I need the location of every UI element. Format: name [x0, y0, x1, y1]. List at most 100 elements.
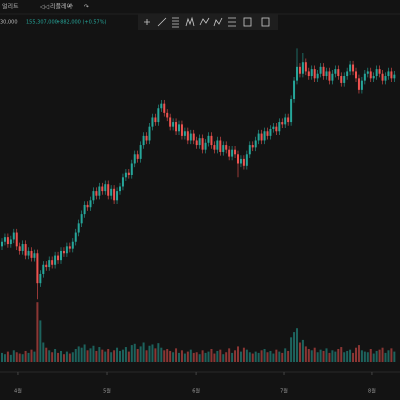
candle-body [298, 66, 301, 74]
candle-body [331, 73, 334, 81]
replay-icon[interactable]: ◁◁ [40, 4, 50, 11]
candle-body [378, 69, 381, 74]
volume-bar [12, 350, 15, 362]
volume-bar [296, 328, 298, 362]
x-tick-label: 4월 [14, 388, 22, 395]
candle-body [319, 66, 322, 74]
volume-bar [48, 350, 51, 362]
shape-tool[interactable] [243, 17, 252, 27]
volume-bar [378, 349, 381, 362]
volume-bar [219, 349, 222, 362]
candle-body [372, 76, 375, 79]
candle-body [266, 131, 269, 136]
candle-body [349, 64, 352, 72]
volume-bar [1, 352, 3, 362]
candle-body [307, 71, 310, 77]
line-tool[interactable] [157, 17, 167, 27]
volume-bar [183, 353, 186, 362]
volume-bar [328, 352, 331, 362]
redo[interactable]: ↷ [84, 4, 89, 11]
candle-body [127, 172, 130, 175]
candle-body [62, 250, 65, 254]
fib-tool[interactable] [172, 17, 179, 28]
replay-label[interactable]: 리플레이 [50, 3, 72, 11]
x-tick-label: 7월 [280, 388, 288, 395]
pattern-tool[interactable] [185, 16, 195, 27]
candle-body [366, 71, 369, 74]
volume-bar [45, 347, 48, 362]
candle-body [166, 112, 169, 118]
candle-body [45, 264, 48, 268]
candle-body [263, 131, 266, 141]
candle-body [340, 76, 343, 83]
candle-body [390, 71, 393, 79]
x-tick-label: 8월 [368, 388, 376, 395]
volume-bar [287, 350, 290, 362]
undo[interactable]: ↶ [68, 4, 73, 11]
candle-body [68, 246, 71, 249]
volume-bar [121, 349, 124, 362]
volume-bar [242, 347, 245, 362]
candle-body [54, 255, 57, 265]
volume-bar [160, 347, 163, 362]
volume-bar [263, 349, 266, 362]
candle-body [269, 128, 272, 136]
candle-body [237, 154, 239, 164]
candle-body [169, 117, 172, 127]
candle-body [154, 117, 157, 123]
candle-body [148, 126, 151, 141]
volume-bar [51, 352, 54, 362]
volume-bar [127, 351, 130, 362]
candle-body [213, 145, 216, 150]
candle-body [60, 250, 62, 261]
candle-body [313, 69, 316, 79]
text-tool[interactable] [228, 17, 236, 27]
volume-bar [343, 352, 346, 362]
candle-body [245, 154, 248, 166]
volume-bar [195, 352, 198, 362]
volume-bar [275, 349, 278, 362]
candle-body [310, 69, 313, 77]
volume-bar [198, 354, 201, 362]
volume-bar [352, 352, 355, 362]
candle-body [27, 250, 30, 256]
candle-body [231, 149, 234, 157]
toolbar-box [138, 14, 278, 30]
wave-tool[interactable] [199, 17, 210, 26]
measure-tool[interactable] [261, 17, 270, 27]
volume-bar [178, 352, 180, 362]
volume-bar [272, 353, 275, 362]
volume-bar [390, 348, 393, 362]
crosshair-tool[interactable] [144, 19, 150, 25]
candle-body [360, 80, 363, 90]
volume-bar [387, 350, 390, 362]
volume-bar [298, 342, 301, 362]
candle-body [92, 191, 95, 201]
candle-body [301, 62, 304, 74]
candle-body [39, 273, 42, 284]
candle-body [322, 66, 325, 77]
candle-body [204, 142, 207, 150]
elliott-tool[interactable] [213, 17, 223, 27]
candle-body [387, 71, 390, 77]
candle-body [74, 232, 77, 242]
volume-bar [213, 353, 216, 362]
candle-body [219, 140, 222, 152]
volume-bar [30, 349, 33, 362]
candle-body [89, 200, 92, 208]
volume-bar [74, 349, 77, 362]
menu-label[interactable]: 얼리트 [2, 3, 19, 11]
volume-bar [290, 337, 293, 362]
volume-bar [62, 354, 65, 362]
volume-bar [293, 332, 296, 362]
volume-bar [130, 345, 133, 362]
volume-bar [15, 352, 18, 362]
candle-body [325, 71, 328, 77]
candle-body [163, 103, 166, 113]
volume-bar [3, 354, 6, 362]
volume-bar [349, 349, 352, 362]
candle-body [98, 186, 101, 196]
volume-bar [278, 351, 281, 362]
volume-bar [57, 352, 60, 362]
candle-body [3, 237, 6, 242]
